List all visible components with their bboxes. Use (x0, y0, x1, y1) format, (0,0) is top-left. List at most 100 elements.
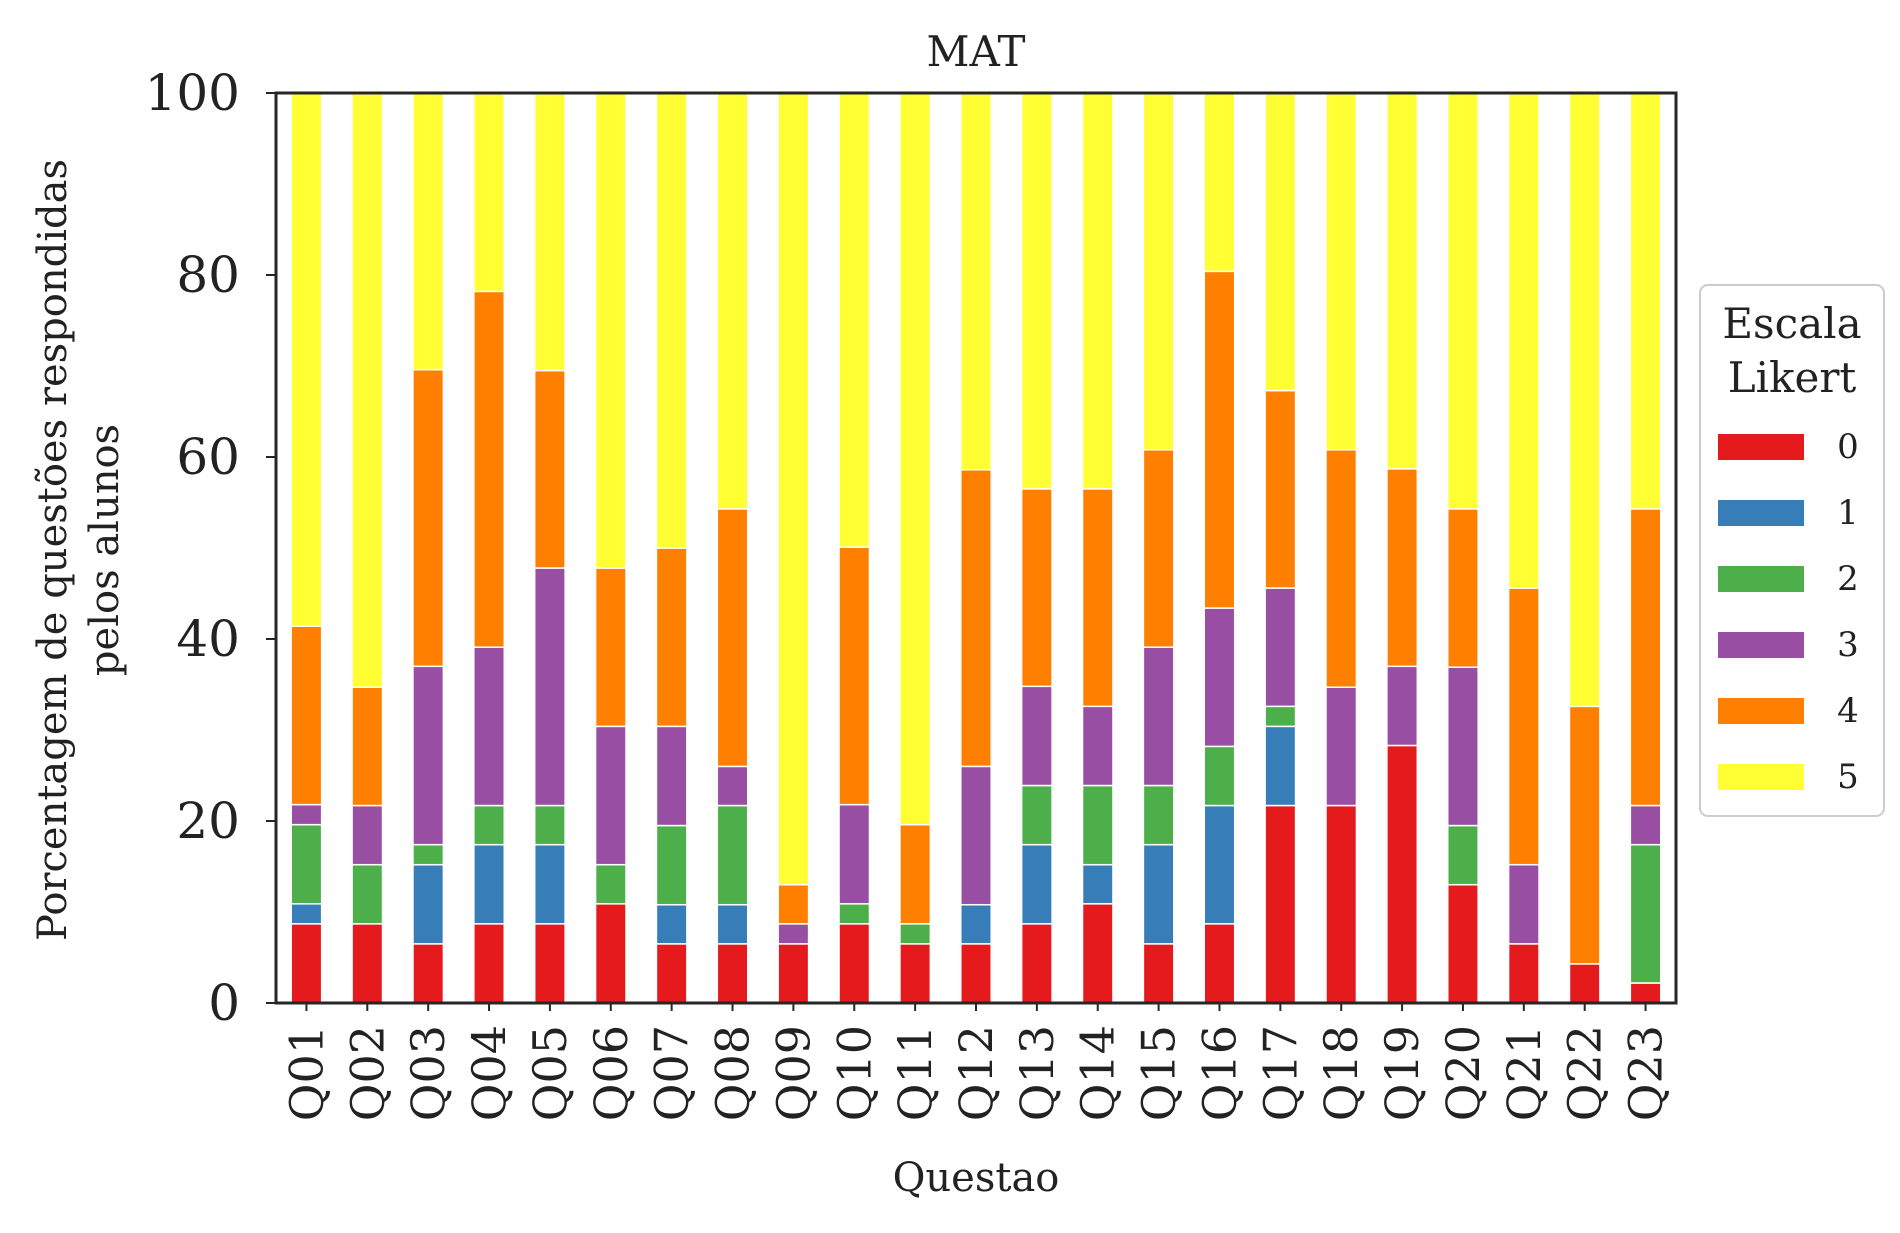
bar-segment-q04-1 (473, 843, 506, 925)
bar-segment-q15-0 (1142, 943, 1175, 1004)
bar-segment-q11-4 (899, 823, 932, 925)
bar-segment-q05-3 (533, 567, 566, 807)
legend-title-line-2: Likert (1728, 353, 1857, 402)
bar-segment-q16-3 (1203, 607, 1236, 748)
bar-segment-q04-5 (473, 93, 506, 293)
bar-segment-q13-4 (1020, 488, 1053, 688)
plot-frame (274, 91, 1678, 1005)
legend: Escala Likert 0 1 2 3 4 5 (1699, 284, 1885, 817)
bar-segment-q14-3 (1081, 705, 1114, 787)
legend-swatch-5 (1718, 764, 1804, 790)
x-tick-label-q03: Q03 (401, 1025, 455, 1121)
bar-segment-q09-0 (777, 943, 810, 1004)
bar-segment-q08-1 (716, 903, 749, 945)
bar-segment-q04-2 (473, 804, 506, 846)
bar-segment-q04-0 (473, 923, 506, 1004)
y-axis-label-line-1: Porcentagem de questões respondidas (30, 159, 76, 941)
bar-segment-q18-0 (1325, 804, 1358, 1004)
x-tick-label-q19: Q19 (1375, 1025, 1429, 1121)
bar-segment-q23-2 (1629, 843, 1662, 984)
bar-segment-q06-0 (594, 903, 627, 1004)
x-tick-label-q14: Q14 (1071, 1025, 1125, 1121)
bar-segment-q16-1 (1203, 804, 1236, 925)
x-tick-label-q06: Q06 (584, 1025, 638, 1121)
x-tick-label-q01: Q01 (279, 1025, 333, 1121)
y-axis-label-line-2: pelos alunos (82, 424, 128, 676)
bar-segment-q11-0 (899, 943, 932, 1004)
bars-layer (290, 91, 1662, 1004)
bar-segment-q07-0 (655, 943, 688, 1004)
y-tick-label: 80 (176, 246, 240, 304)
bar-segment-q23-5 (1629, 92, 1662, 510)
y-ticks-layer: 0 20 40 60 80 100 (145, 64, 276, 1032)
bar-segment-q23-0 (1629, 982, 1662, 1004)
bar-segment-q18-3 (1325, 686, 1358, 807)
x-tick-label-q08: Q08 (706, 1025, 760, 1121)
bar-segment-q03-2 (412, 843, 445, 866)
x-tick-label-q20: Q20 (1436, 1025, 1490, 1121)
bar-segment-q16-0 (1203, 923, 1236, 1004)
x-tick-label-q04: Q04 (462, 1025, 516, 1121)
bar-segment-q15-4 (1142, 448, 1175, 648)
bar-segment-q21-0 (1507, 943, 1540, 1004)
x-tick-label-q02: Q02 (340, 1025, 394, 1121)
bar-segment-q23-3 (1629, 804, 1662, 846)
bar-segment-q05-4 (533, 369, 566, 569)
bar-segment-q12-0 (960, 943, 992, 1004)
bar-segment-q17-1 (1264, 725, 1297, 807)
legend-label-0: 0 (1837, 427, 1859, 467)
legend-swatch-4 (1718, 698, 1804, 724)
bar-segment-q13-5 (1020, 92, 1053, 490)
bar-segment-q09-4 (777, 883, 810, 925)
bar-segment-q17-3 (1264, 587, 1297, 708)
legend-swatch-3 (1718, 632, 1804, 658)
x-tick-label-q21: Q21 (1497, 1025, 1551, 1121)
bar-segment-q06-3 (594, 725, 627, 866)
bar-segment-q14-0 (1081, 903, 1114, 1004)
bar-segment-q14-5 (1081, 92, 1114, 490)
bar-segment-q10-2 (838, 903, 871, 925)
bar-segment-q06-4 (594, 567, 627, 728)
bar-segment-q03-5 (412, 92, 445, 371)
bar-segment-q14-2 (1081, 784, 1114, 866)
bar-segment-q11-2 (899, 923, 932, 945)
y-tick-label: 60 (176, 428, 240, 486)
bar-segment-q17-4 (1264, 389, 1297, 589)
bar-segment-q02-4 (351, 686, 384, 807)
bar-segment-q02-5 (351, 93, 384, 688)
bar-segment-q19-3 (1386, 665, 1419, 747)
y-tick-label: 100 (145, 64, 240, 122)
x-tick-label-q23: Q23 (1619, 1025, 1673, 1121)
x-tick-label-q17: Q17 (1253, 1025, 1307, 1121)
y-tick-label: 40 (176, 610, 240, 668)
bar-segment-q18-5 (1325, 93, 1358, 451)
x-tick-label-q15: Q15 (1132, 1025, 1186, 1121)
x-tick-label-q05: Q05 (523, 1025, 577, 1121)
bar-segment-q05-1 (533, 843, 566, 925)
x-tick-label-q22: Q22 (1558, 1025, 1612, 1121)
bar-segment-q19-0 (1386, 744, 1419, 1004)
bar-segment-q06-5 (594, 92, 627, 569)
x-tick-label-q16: Q16 (1192, 1025, 1246, 1121)
bar-segment-q03-0 (412, 943, 445, 1004)
bar-segment-q10-5 (838, 91, 871, 548)
legend-box (1699, 284, 1885, 817)
legend-entries: 0 1 2 3 4 5 (1718, 427, 1859, 797)
bar-segment-q16-2 (1203, 745, 1236, 807)
bar-segment-q13-0 (1020, 923, 1053, 1004)
bar-segment-q15-1 (1142, 843, 1175, 945)
bar-segment-q09-3 (777, 923, 810, 945)
x-tick-label-q12: Q12 (949, 1025, 1003, 1121)
bar-segment-q10-4 (838, 546, 871, 806)
bar-segment-q18-4 (1325, 448, 1358, 688)
bar-segment-q22-0 (1568, 963, 1601, 1004)
legend-swatch-2 (1718, 566, 1804, 592)
bar-segment-q10-0 (838, 923, 871, 1004)
legend-label-5: 5 (1837, 757, 1859, 797)
bar-segment-q13-2 (1020, 784, 1053, 846)
bar-segment-q22-4 (1568, 705, 1601, 965)
chart-title: MAT (926, 27, 1025, 76)
y-tick-label: 0 (208, 974, 240, 1032)
bar-segment-q08-0 (716, 943, 749, 1004)
bar-segment-q13-1 (1020, 843, 1053, 925)
